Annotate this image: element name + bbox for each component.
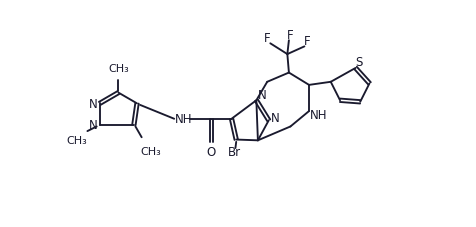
Text: F: F bbox=[287, 28, 294, 41]
Text: CH₃: CH₃ bbox=[108, 64, 129, 74]
Text: NH: NH bbox=[175, 113, 192, 126]
Text: N: N bbox=[258, 88, 267, 101]
Text: F: F bbox=[264, 32, 270, 44]
Text: Br: Br bbox=[228, 145, 241, 158]
Text: CH₃: CH₃ bbox=[66, 136, 87, 146]
Text: N: N bbox=[270, 111, 279, 124]
Text: S: S bbox=[355, 55, 362, 68]
Text: CH₃: CH₃ bbox=[140, 146, 161, 156]
Text: O: O bbox=[207, 145, 216, 158]
Text: F: F bbox=[304, 35, 311, 47]
Text: NH: NH bbox=[309, 108, 327, 121]
Text: N: N bbox=[89, 119, 98, 132]
Text: N: N bbox=[89, 97, 98, 110]
